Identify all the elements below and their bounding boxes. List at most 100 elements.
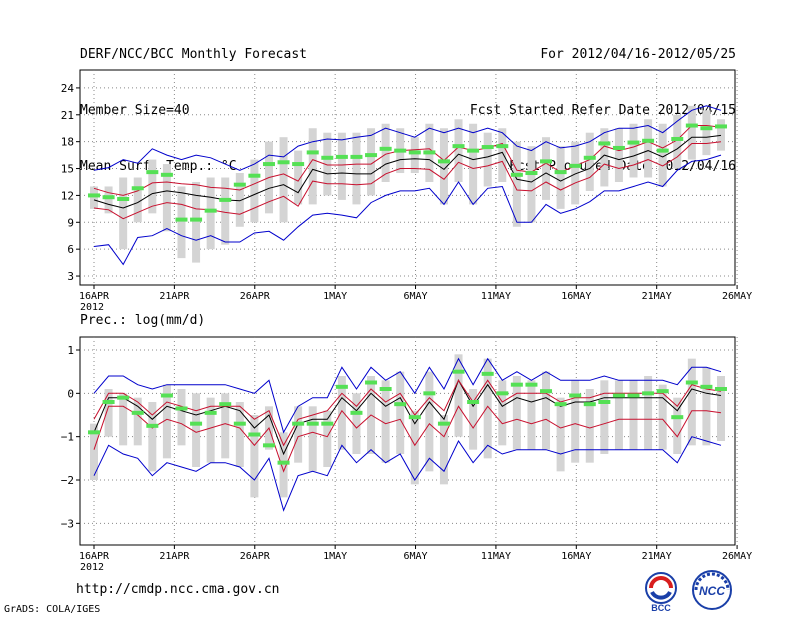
footer-url[interactable]: http://cmdp.ncc.cma.gov.cn <box>76 582 280 597</box>
observed-marker <box>627 393 640 398</box>
observed-marker <box>612 145 625 150</box>
observed-marker <box>685 123 698 128</box>
x-tick-label: 21MAY <box>642 291 672 302</box>
spread-bar <box>192 393 201 467</box>
spread-bar <box>367 128 376 196</box>
observed-marker <box>598 400 611 404</box>
series-ensemble-mean <box>93 379 722 456</box>
spread-bar <box>571 141 580 205</box>
spread-bar <box>337 132 346 200</box>
spread-bar <box>469 123 478 205</box>
observed-marker <box>204 410 217 415</box>
observed-marker <box>437 421 450 426</box>
observed-marker <box>131 410 144 415</box>
spread-bar <box>527 146 536 223</box>
spread-bar <box>250 415 259 498</box>
observed-marker <box>569 163 582 168</box>
y-tick-label: 9 <box>67 216 74 229</box>
spread-bar <box>600 380 609 454</box>
observed-marker <box>306 421 319 426</box>
spread-bar <box>629 380 638 450</box>
x-tick-label: 11MAY <box>481 551 511 562</box>
spread-bar <box>352 393 361 454</box>
x-tick-label: 1MAY <box>323 291 347 302</box>
svg-text:BCC: BCC <box>651 603 671 613</box>
x-tick-label: 16MAY <box>561 291 591 302</box>
spread-bar <box>498 380 507 446</box>
member-size: Member Size=40 <box>80 103 190 118</box>
spread-bar <box>498 128 507 182</box>
spread-bar <box>512 376 521 450</box>
spread-bar <box>585 132 594 191</box>
spread-bar <box>381 123 390 182</box>
observed-marker <box>306 150 319 155</box>
observed-marker <box>554 170 567 175</box>
observed-marker <box>365 153 378 158</box>
observed-marker <box>510 382 523 387</box>
series-upper-outer <box>93 105 722 171</box>
series-lower-outer <box>93 436 722 512</box>
observed-marker <box>117 395 130 400</box>
observed-marker <box>598 141 611 146</box>
series-upper-outer <box>93 357 722 434</box>
spread-bar <box>673 397 682 454</box>
observed-marker <box>496 391 509 396</box>
series-lower-inner <box>93 141 722 220</box>
observed-marker <box>423 391 436 396</box>
observed-marker <box>569 393 582 398</box>
forecast-period: For 2012/04/16-2012/05/25 <box>540 47 736 62</box>
y-tick-label: −3 <box>61 517 74 530</box>
x-tick-label: 16MAY <box>561 551 591 562</box>
plot-frame-0 <box>79 69 736 286</box>
observed-marker <box>277 460 290 465</box>
observed-marker <box>656 389 669 394</box>
observed-marker <box>262 162 275 167</box>
spread-bar <box>119 393 128 446</box>
x-year-label: 2012 <box>80 562 104 573</box>
observed-marker <box>204 208 217 213</box>
spread-bar <box>600 128 609 187</box>
spread-bar <box>439 128 448 205</box>
spread-bar <box>148 159 157 214</box>
spread-bar <box>542 371 551 450</box>
spread-bar <box>571 380 580 463</box>
spread-bar <box>133 397 142 446</box>
ncc-logo: NCC <box>692 570 732 610</box>
spread-bar <box>221 177 230 245</box>
spread-bar <box>192 181 201 263</box>
x-tick-label: 26MAY <box>722 551 752 562</box>
spread-bar <box>512 141 521 227</box>
series-lower-outer <box>93 154 722 266</box>
observed-marker <box>160 172 173 177</box>
observed-marker <box>554 402 567 407</box>
spread-bar <box>439 415 448 485</box>
observed-marker <box>175 406 188 411</box>
series-upper-inner <box>93 379 722 447</box>
spread-bar <box>381 380 390 463</box>
spread-bar <box>162 164 171 232</box>
observed-marker <box>671 415 684 420</box>
y-tick-label: 0 <box>67 387 74 400</box>
forecast-title: DERF/NCC/BCC Monthly Forecast <box>80 47 307 62</box>
observed-marker <box>715 124 727 129</box>
observed-marker <box>481 371 494 376</box>
x-tick-label: 26APR <box>240 291 271 302</box>
y-tick-label: 3 <box>67 270 74 283</box>
spread-bar <box>250 159 259 223</box>
observed-marker <box>175 217 188 222</box>
x-tick-label: 21MAY <box>642 551 672 562</box>
spread-bar <box>658 384 667 450</box>
observed-marker <box>700 384 713 389</box>
bcc-logo: BCC <box>645 572 677 613</box>
svg-text:NCC: NCC <box>699 584 725 598</box>
observed-marker <box>233 182 246 187</box>
spread-bar <box>162 384 171 459</box>
spread-bar <box>644 376 653 450</box>
spread-bar <box>425 371 434 472</box>
observed-marker <box>219 197 232 202</box>
spread-bar <box>323 132 332 196</box>
observed-marker <box>321 155 334 160</box>
observed-marker <box>248 173 261 178</box>
spread-bar <box>352 132 361 205</box>
spread-bar <box>396 371 405 454</box>
